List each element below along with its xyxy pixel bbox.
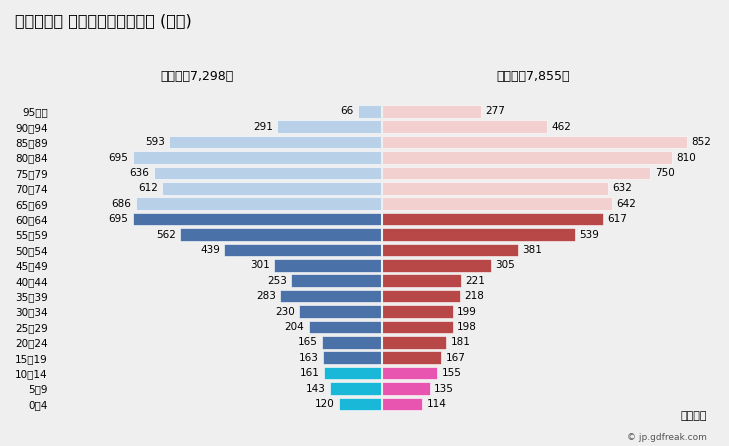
Bar xyxy=(381,321,453,333)
Text: 女性計：7,855人: 女性計：7,855人 xyxy=(496,70,570,83)
Text: 198: 198 xyxy=(457,322,477,332)
Text: 301: 301 xyxy=(250,260,270,270)
Text: 852: 852 xyxy=(691,137,711,147)
Bar xyxy=(381,274,461,287)
Text: 612: 612 xyxy=(138,183,158,194)
Bar xyxy=(381,290,460,302)
Bar xyxy=(323,351,381,364)
Text: 462: 462 xyxy=(551,122,572,132)
Bar xyxy=(324,367,381,380)
Text: 439: 439 xyxy=(200,245,220,255)
Text: 642: 642 xyxy=(616,199,636,209)
Bar xyxy=(381,167,650,179)
Text: 632: 632 xyxy=(612,183,632,194)
Bar xyxy=(154,167,381,179)
Bar xyxy=(381,228,574,241)
Bar xyxy=(291,274,381,287)
Text: © jp.gdfreak.com: © jp.gdfreak.com xyxy=(627,433,707,442)
Bar xyxy=(381,182,608,194)
Bar xyxy=(381,244,518,256)
Text: 253: 253 xyxy=(267,276,286,286)
Text: 163: 163 xyxy=(299,353,319,363)
Text: 695: 695 xyxy=(109,153,128,162)
Bar xyxy=(358,105,381,118)
Text: 181: 181 xyxy=(451,337,471,347)
Bar xyxy=(308,321,381,333)
Bar xyxy=(381,105,481,118)
Bar xyxy=(133,151,381,164)
Bar xyxy=(381,305,453,318)
Bar xyxy=(277,120,381,133)
Text: 165: 165 xyxy=(298,337,318,347)
Text: 686: 686 xyxy=(112,199,131,209)
Bar xyxy=(381,120,547,133)
Bar xyxy=(381,367,437,380)
Bar xyxy=(381,351,442,364)
Bar xyxy=(299,305,381,318)
Text: 291: 291 xyxy=(253,122,273,132)
Bar xyxy=(322,336,381,349)
Bar xyxy=(381,259,491,272)
Text: ２０４０年 八幡平市の人口構成 (予測): ２０４０年 八幡平市の人口構成 (予測) xyxy=(15,13,191,29)
Text: 562: 562 xyxy=(156,230,176,240)
Text: 男性計：7,298人: 男性計：7,298人 xyxy=(160,70,233,83)
Text: 143: 143 xyxy=(306,384,326,393)
Text: 381: 381 xyxy=(523,245,542,255)
Text: 120: 120 xyxy=(314,399,335,409)
Bar xyxy=(180,228,381,241)
Bar xyxy=(381,151,672,164)
Bar xyxy=(225,244,381,256)
Bar xyxy=(330,382,381,395)
Text: 114: 114 xyxy=(426,399,447,409)
Text: 単位：人: 単位：人 xyxy=(681,412,707,421)
Bar xyxy=(381,213,603,226)
Bar xyxy=(163,182,381,194)
Text: 695: 695 xyxy=(109,214,128,224)
Text: 593: 593 xyxy=(145,137,165,147)
Bar xyxy=(381,198,612,210)
Bar xyxy=(133,213,381,226)
Text: 539: 539 xyxy=(579,230,599,240)
Text: 155: 155 xyxy=(442,368,461,378)
Text: 230: 230 xyxy=(275,306,295,317)
Text: 277: 277 xyxy=(486,106,505,116)
Text: 305: 305 xyxy=(495,260,515,270)
Bar xyxy=(338,397,381,410)
Text: 167: 167 xyxy=(445,353,466,363)
Text: 750: 750 xyxy=(655,168,674,178)
Bar xyxy=(274,259,381,272)
Bar xyxy=(169,136,381,149)
Bar xyxy=(381,382,430,395)
Bar xyxy=(280,290,381,302)
Bar xyxy=(381,397,423,410)
Bar xyxy=(381,136,687,149)
Text: 161: 161 xyxy=(300,368,319,378)
Text: 636: 636 xyxy=(130,168,149,178)
Text: 218: 218 xyxy=(464,291,484,301)
Text: 810: 810 xyxy=(677,153,696,162)
Text: 135: 135 xyxy=(434,384,454,393)
Text: 199: 199 xyxy=(457,306,477,317)
Bar xyxy=(381,336,446,349)
Text: 221: 221 xyxy=(465,276,485,286)
Text: 204: 204 xyxy=(284,322,304,332)
Text: 617: 617 xyxy=(607,214,627,224)
Text: 66: 66 xyxy=(340,106,354,116)
Text: 283: 283 xyxy=(256,291,276,301)
Bar xyxy=(136,198,381,210)
